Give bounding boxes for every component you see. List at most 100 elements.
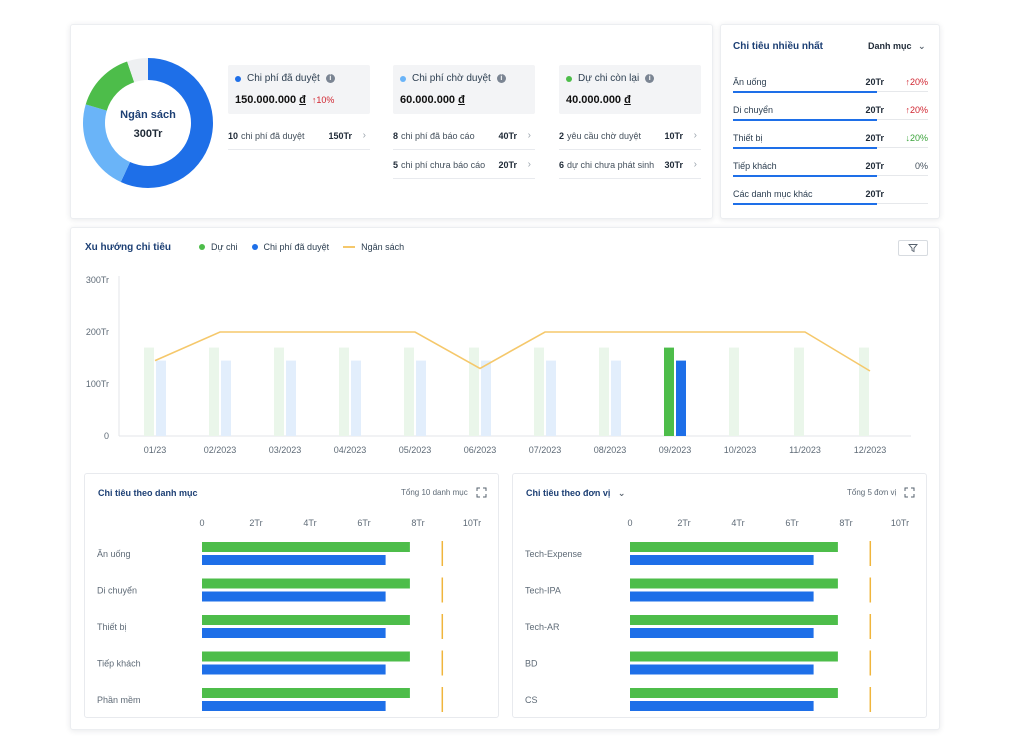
bar-approved[interactable] [611,360,621,436]
bar-approved[interactable] [202,591,386,602]
category-breakdown-title: Chi tiêu theo danh mục [98,488,198,498]
bar-approved[interactable] [202,664,386,675]
x-tick-label: 2Tr [677,518,690,528]
expand-icon[interactable] [904,487,915,498]
budget-donut-total: 300Tr [133,128,163,140]
category-breakdown-card: Chi tiêu theo danh mục Tổng 10 danh mục … [84,473,499,718]
bar-budgeted[interactable] [630,615,838,625]
bar-budgeted[interactable] [202,651,410,662]
bar-budgeted[interactable] [859,347,869,436]
bar-budgeted[interactable] [202,578,410,589]
filter-button[interactable] [898,240,928,256]
stat-pending: Chi phí chờ duyệt i 60.000.000 đ [393,65,535,114]
bar-budgeted[interactable] [202,542,410,552]
bar-budgeted[interactable] [339,347,349,436]
category-bar-chart: 0 2Tr 4Tr 6Tr 8Tr 10Tr Ăn uống Di chuyển Thiết b… [97,518,481,712]
y-tick-label: 100Tr [86,379,109,389]
bar-budgeted[interactable] [599,347,609,436]
stat-approved-change: ↑10% [311,95,335,105]
top-spending-item[interactable]: Tiếp khách 20Tr 0% [733,153,928,181]
bar-budgeted[interactable] [729,347,739,436]
stat-remaining: Dự chi còn lại i 40.000.000 đ [559,65,701,114]
bar-approved[interactable] [286,360,296,436]
bar-approved[interactable] [546,360,556,436]
legend-item[interactable]: Dự chi [199,242,238,252]
bar-approved[interactable] [630,628,814,638]
bar-budgeted[interactable] [664,347,674,436]
x-tick-label: 10Tr [463,518,481,528]
arrow-up-icon: ↑ [905,105,910,115]
bar-budgeted[interactable] [274,347,284,436]
x-tick-label: 05/2023 [399,445,432,455]
bar-budgeted[interactable] [144,347,154,436]
chevron-right-icon: › [527,159,531,170]
budget-donut-label: Ngân sách [120,109,176,121]
category-label: Phần mềm [97,695,141,705]
bar-budgeted[interactable] [630,542,838,552]
unit-breakdown-dropdown[interactable]: Chi tiêu theo đơn vị ⌄ [526,488,626,498]
pending-requests-row[interactable]: 2 yêu cầu chờ duyệt 10Tr › [559,122,701,150]
info-icon[interactable]: i [496,74,506,83]
bar-budgeted[interactable] [202,615,410,625]
bar-budgeted[interactable] [209,347,219,436]
bar-approved[interactable] [202,628,386,638]
approved-dot [235,75,241,82]
y-tick-label: 200Tr [86,327,109,337]
bar-budgeted[interactable] [630,688,838,698]
unincurred-spend-row[interactable]: 6 dự chi chưa phát sinh 30Tr › [559,151,701,179]
bar-budgeted[interactable] [202,688,410,698]
currency-symbol: đ [458,94,465,106]
bar-budgeted[interactable] [469,347,479,436]
bar-approved[interactable] [416,360,426,436]
x-tick-label: 01/23 [144,445,167,455]
bar-budgeted[interactable] [534,347,544,436]
top-spending-item[interactable]: Di chuyển 20Tr ↑20% [733,97,928,125]
category-label: Tech-AR [525,622,560,632]
info-icon[interactable]: i [325,74,335,83]
unreported-expenses-row[interactable]: 5 chi phí chưa báo cáo 20Tr › [393,151,535,179]
approved-expenses-row[interactable]: 10 chi phí đã duyệt 150Tr › [228,122,370,150]
category-filter-dropdown[interactable]: Danh mục ⌄ [868,41,926,51]
bar-budgeted[interactable] [404,347,414,436]
info-icon[interactable]: i [645,74,655,83]
bar-approved[interactable] [202,701,386,711]
bar-approved[interactable] [630,591,814,602]
x-tick-label: 0 [627,518,632,528]
bar-approved[interactable] [630,701,814,711]
budget-line[interactable] [154,331,871,372]
top-spending-item[interactable]: Ăn uống 20Tr ↑20% [733,69,928,97]
chevron-right-icon: › [693,159,697,170]
bar-budgeted[interactable] [630,578,838,589]
category-label: CS [525,695,538,705]
top-spending-item[interactable]: Thiết bị 20Tr ↓20% [733,125,928,153]
bar-approved[interactable] [156,360,166,436]
bar-approved[interactable] [481,360,491,436]
donut-segment[interactable] [83,58,213,188]
budget-donut [83,58,213,188]
reported-expenses-row[interactable]: 8 chi phí đã báo cáo 40Tr › [393,122,535,150]
trend-title: Xu hướng chi tiêu [85,242,172,253]
legend-item[interactable]: Chi phí đã duyệt [251,242,329,252]
x-tick-label: 4Tr [731,518,744,528]
category-count-note: Tổng 10 danh mục [401,488,468,497]
arrow-down-icon: ↓ [905,133,910,143]
bar-approved[interactable] [676,360,686,436]
category-label: Tech-Expense [525,549,582,559]
bar-approved[interactable] [630,664,814,675]
bar-budgeted[interactable] [630,651,838,662]
expand-icon[interactable] [476,487,487,498]
bar-approved[interactable] [221,360,231,436]
pending-dot [400,75,406,82]
bar-approved[interactable] [351,360,361,436]
top-spending-item[interactable]: Các danh mục khác 20Tr [733,181,928,209]
bar-approved[interactable] [630,555,814,565]
x-tick-label: 10/2023 [724,445,757,455]
x-tick-label: 10Tr [891,518,909,528]
donut-segment[interactable] [83,58,213,188]
x-tick-label: 06/2023 [464,445,497,455]
legend-item[interactable]: Ngân sách [343,242,404,252]
x-tick-label: 07/2023 [529,445,562,455]
budget-summary-card: Ngân sách 300Tr Chi phí đã duyệt i 150.00… [70,24,713,219]
bar-budgeted[interactable] [794,347,804,436]
bar-approved[interactable] [202,555,386,565]
